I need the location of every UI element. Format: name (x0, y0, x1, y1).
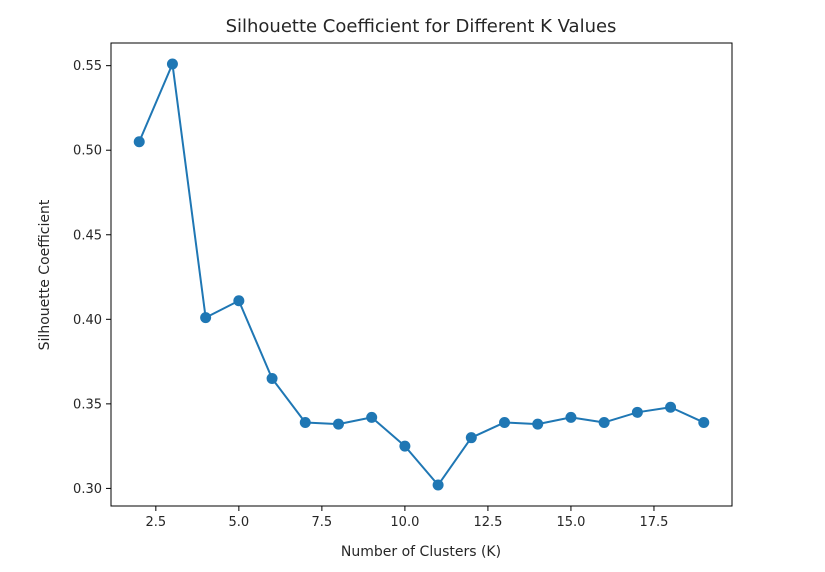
data-point (532, 418, 544, 430)
data-point (665, 401, 677, 413)
data-point (332, 418, 344, 430)
data-point (432, 479, 444, 491)
data-point (631, 406, 643, 418)
plot-area: 2.5 5.0 7.5 10.0 12.5 15.0 17.5 0.30 0.35 0.40 0.4… (73, 42, 733, 530)
data-point (698, 416, 710, 428)
data-point (366, 411, 378, 423)
y-tick-label: 0.40 (73, 313, 102, 328)
data-point (565, 411, 577, 423)
data-point (200, 312, 212, 324)
data-point (133, 136, 145, 148)
x-tick-label: 5.0 (229, 515, 250, 530)
data-point (299, 416, 311, 428)
data-point (465, 432, 477, 444)
data-point (266, 372, 278, 384)
x-tick-label: 12.5 (473, 515, 502, 530)
x-tick-label: 10.0 (390, 515, 419, 530)
x-tick-label: 15.0 (556, 515, 585, 530)
y-axis-label: Silhouette Coefficient (37, 199, 53, 350)
y-tick-label: 0.50 (73, 144, 102, 159)
y-tick-label: 0.45 (73, 228, 102, 243)
data-point (166, 58, 178, 70)
data-point (233, 295, 245, 307)
x-tick-label: 7.5 (312, 515, 333, 530)
series-line (138, 62, 705, 487)
x-axis-label: Number of Clusters (K) (341, 544, 501, 560)
y-tick-label: 0.55 (73, 59, 102, 74)
data-point (598, 416, 610, 428)
x-tick-label: 2.5 (145, 515, 166, 530)
data-point (499, 416, 511, 428)
y-tick-label: 0.30 (73, 482, 102, 497)
data-point (399, 440, 411, 452)
x-tick-label: 17.5 (639, 515, 668, 530)
chart-title: Silhouette Coefficient for Different K V… (226, 16, 617, 37)
y-tick-label: 0.35 (73, 397, 102, 412)
plot-frame (110, 42, 733, 507)
